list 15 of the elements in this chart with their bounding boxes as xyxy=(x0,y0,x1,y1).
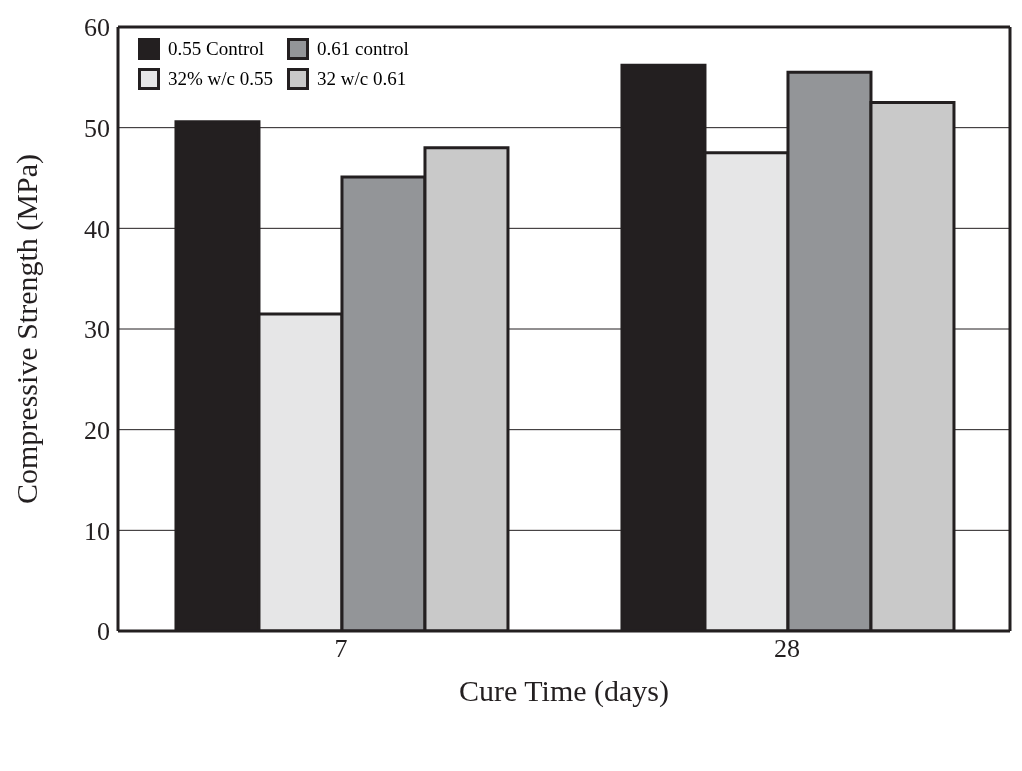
y-tick-label: 10 xyxy=(84,516,110,546)
y-tick-label: 50 xyxy=(84,113,110,143)
y-tick-label: 60 xyxy=(84,13,110,43)
x-tick-label: 7 xyxy=(334,634,348,664)
x-axis-title: Cure Time (days) xyxy=(459,674,669,708)
legend-label: 32% w/c 0.55 xyxy=(168,68,274,90)
x-tick-label: 28 xyxy=(774,634,800,664)
legend-label: 32 w/c 0.61 xyxy=(317,68,407,90)
y-tick-label: 0 xyxy=(97,617,110,647)
y-tick-label: 40 xyxy=(84,214,110,244)
legend-label: 0.55 Control xyxy=(168,38,265,60)
legend-label: 0.61 control xyxy=(317,38,409,60)
y-tick-label: 30 xyxy=(84,315,110,345)
y-tick-label: 20 xyxy=(84,415,110,445)
y-axis-title: Compressive Strength (MPa) xyxy=(9,154,44,504)
